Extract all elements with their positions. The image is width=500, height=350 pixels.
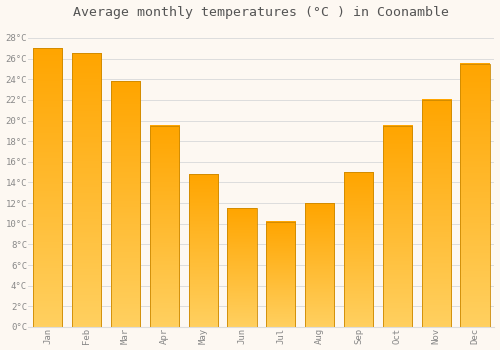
Title: Average monthly temperatures (°C ) in Coonamble: Average monthly temperatures (°C ) in Co… (74, 6, 450, 19)
Bar (228, 208, 256, 327)
Bar (266, 222, 296, 327)
Bar (188, 174, 218, 327)
Bar (34, 48, 62, 327)
Bar (305, 203, 334, 327)
Bar (72, 54, 102, 327)
Bar (422, 100, 451, 327)
Bar (460, 64, 490, 327)
Bar (111, 81, 140, 327)
Bar (344, 172, 373, 327)
Bar (150, 126, 179, 327)
Bar (383, 126, 412, 327)
